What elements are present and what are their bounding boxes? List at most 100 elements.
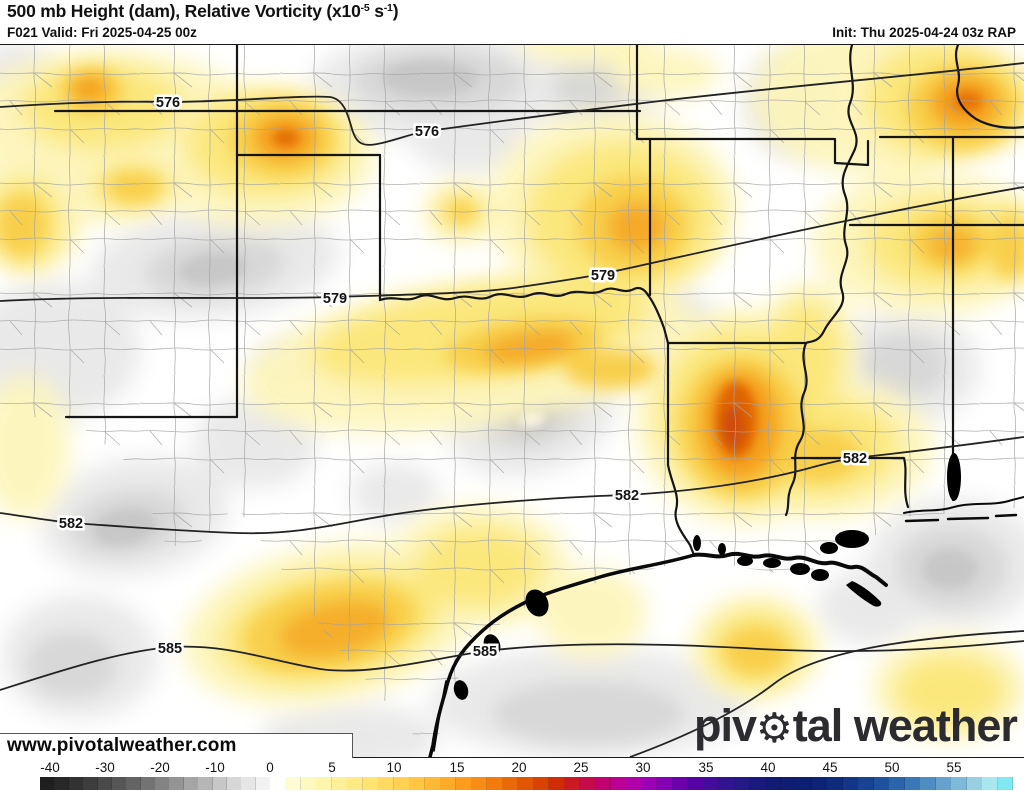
colorbar-segment xyxy=(749,777,766,790)
colorbar-segment xyxy=(858,777,875,790)
colorbar-segment xyxy=(966,777,983,790)
colorbar-segment xyxy=(198,777,213,790)
colorbar-segment xyxy=(183,777,199,790)
contour-582 xyxy=(0,436,1024,535)
colorbar-segment xyxy=(703,777,720,790)
colorbar-segment xyxy=(672,777,689,790)
colorbar-segment xyxy=(935,777,952,790)
colorbar-segment xyxy=(83,777,98,790)
state-borders xyxy=(53,45,1024,557)
contour-label: 576 xyxy=(156,95,180,111)
colorbar-segment xyxy=(502,777,519,790)
colorbar-segment xyxy=(796,777,813,790)
colorbar-segment xyxy=(920,777,937,790)
title-text: 500 mb Height (dam), Relative Vorticity … xyxy=(7,1,361,21)
colorbar-segment xyxy=(873,777,890,790)
colorbar-segment xyxy=(97,777,113,790)
colorbar-segment xyxy=(270,777,286,790)
logo-text-right: tal weather xyxy=(792,700,1018,751)
colorbar-tick: 5 xyxy=(328,760,336,775)
contour-label: 576 xyxy=(415,124,439,140)
colorbar-segment xyxy=(734,777,751,790)
map-svg: 576 576 579 579 582 582 582 585 585 xyxy=(0,45,1024,757)
contour-588 xyxy=(629,630,1024,757)
colorbar-segment xyxy=(241,777,257,790)
colorbar-segment xyxy=(842,777,859,790)
colorbar-segment xyxy=(54,777,70,790)
colorbar-segment xyxy=(111,777,127,790)
contour-label: 582 xyxy=(615,488,639,504)
colorbar-segment xyxy=(300,777,317,790)
colorbar-tick: 50 xyxy=(884,760,900,775)
contour-label: 582 xyxy=(843,451,867,467)
colorbar-segment xyxy=(656,777,673,790)
colorbar-segment xyxy=(765,777,782,790)
colorbar-tick: 25 xyxy=(573,760,589,775)
colorbar-segment xyxy=(780,777,797,790)
colorbar-tick: 30 xyxy=(635,760,651,775)
colorbar-segment xyxy=(68,777,84,790)
colorbar-bar xyxy=(0,777,1024,790)
water-bodies xyxy=(453,453,961,700)
colorbar-segment xyxy=(40,777,55,790)
tennessee-river xyxy=(954,45,1024,129)
colorbar-segment xyxy=(212,777,228,790)
colorbar-tick: -40 xyxy=(40,760,60,775)
contour-label: 582 xyxy=(59,516,83,532)
logo-text-left: piv xyxy=(694,700,757,751)
colorbar-segment xyxy=(331,777,348,790)
title-sup-1: -5 xyxy=(360,2,370,14)
colorbar-tick: 40 xyxy=(760,760,776,775)
colorbar-tick: 0 xyxy=(266,760,274,775)
colorbar-segment xyxy=(951,777,968,790)
map: 576 576 579 579 582 582 582 585 585 www.… xyxy=(0,44,1024,758)
colorbar-segment xyxy=(548,777,565,790)
colorbar-tick: -10 xyxy=(205,760,225,775)
colorbar-tick: 45 xyxy=(822,760,838,775)
colorbar-segment xyxy=(455,777,472,790)
colorbar-segment xyxy=(626,777,642,790)
colorbar-tick: 35 xyxy=(698,760,714,775)
coastline xyxy=(428,496,1024,757)
colorbar-segment xyxy=(378,777,395,790)
colorbar-segment xyxy=(517,777,534,790)
colorbar-segment xyxy=(285,777,302,790)
pivotal-weather-logo: piv⚙tal weather xyxy=(694,697,1020,755)
colorbar-tick: -20 xyxy=(150,760,170,775)
colorbar-segment xyxy=(471,777,488,790)
colorbar-segment xyxy=(424,777,441,790)
colorbar: -40 -30 -20 -10 0 5 10 15 20 25 30 35 40 45 50 55 xyxy=(0,758,1024,791)
colorbar-tick: 15 xyxy=(449,760,465,775)
colorbar-tick: 10 xyxy=(386,760,402,775)
valid-time: F021 Valid: Fri 2025-04-25 00z xyxy=(7,25,197,40)
header: 500 mb Height (dam), Relative Vorticity … xyxy=(0,0,1024,44)
height-contours xyxy=(0,62,1024,757)
contour-585 xyxy=(0,640,1024,691)
colorbar-segment xyxy=(982,777,998,790)
watermark-box: www.pivotalweather.com xyxy=(0,733,353,758)
init-time: Init: Thu 2025-04-24 03z RAP xyxy=(832,25,1016,40)
colorbar-segment xyxy=(255,777,271,790)
colorbar-ticks: -40 -30 -20 -10 0 5 10 15 20 25 30 35 40 45 50 55 xyxy=(0,760,1024,775)
colorbar-segment xyxy=(595,777,612,790)
colorbar-segment xyxy=(316,777,333,790)
colorbar-segment xyxy=(226,777,242,790)
colorbar-segment xyxy=(533,777,550,790)
colorbar-segment xyxy=(904,777,921,790)
colorbar-segment xyxy=(347,777,364,790)
colorbar-segment xyxy=(718,777,735,790)
colorbar-segment xyxy=(641,777,658,790)
colorbar-segment xyxy=(811,777,828,790)
contour-579 xyxy=(0,186,1024,302)
colorbar-segment xyxy=(393,777,410,790)
page-title: 500 mb Height (dam), Relative Vorticity … xyxy=(7,1,399,22)
colorbar-segment xyxy=(409,777,426,790)
title-sup-2: -1 xyxy=(383,2,393,14)
colorbar-segment xyxy=(126,777,142,790)
colorbar-segment xyxy=(610,777,627,790)
colorbar-segment xyxy=(169,777,185,790)
colorbar-segment xyxy=(687,777,704,790)
colorbar-tick: 55 xyxy=(946,760,962,775)
colorbar-segment xyxy=(440,777,457,790)
